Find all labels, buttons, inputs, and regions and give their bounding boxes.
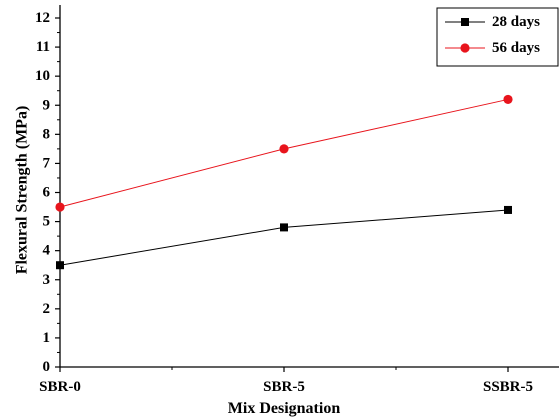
legend-marker-28-days	[461, 18, 469, 26]
data-point-28-days-ssbr-5	[504, 205, 512, 214]
legend-label-56-days: 56 days	[492, 40, 540, 56]
y-tick-label: 10	[35, 68, 50, 84]
x-tick-label-sbr-0: SBR-0	[39, 379, 81, 395]
y-tick-label: 4	[43, 243, 51, 259]
legend-marker-56-days	[460, 43, 470, 53]
x-tick-label-sbr-5: SBR-5	[263, 379, 305, 395]
y-tick-label: 3	[43, 272, 51, 288]
data-point-28-days-sbr-0	[56, 261, 64, 270]
axes	[59, 5, 559, 368]
y-tick-label: 7	[43, 155, 51, 171]
y-tick-label: 1	[43, 330, 51, 346]
legend-box	[436, 7, 559, 67]
y-tick-label: 6	[43, 185, 51, 201]
series-line-28-days	[59, 209, 509, 266]
legend-label-28-days: 28 days	[492, 14, 540, 30]
y-tick-label: 9	[43, 97, 51, 113]
x-axis-title: Mix Designation	[228, 400, 341, 417]
y-tick-label: 2	[43, 301, 51, 317]
y-tick-label: 5	[43, 214, 51, 230]
legend: 28 days 56 days	[436, 7, 559, 67]
y-tick-label: 0	[43, 359, 51, 375]
x-tick-label-ssbr-5: SSBR-5	[483, 379, 533, 395]
series-lines	[59, 98, 509, 266]
data-point-56-days-sbr-0	[55, 202, 65, 212]
series-markers	[55, 94, 513, 270]
y-axis-title: Flexural Strength (MPa)	[14, 106, 31, 275]
y-tick-label: 8	[43, 126, 51, 142]
y-tick-label: 11	[36, 39, 50, 55]
y-tick-label: 12	[35, 10, 50, 26]
data-point-56-days-sbr-5	[279, 144, 289, 154]
data-point-28-days-sbr-5	[280, 223, 288, 232]
axis-ticks	[55, 17, 509, 372]
data-point-56-days-ssbr-5	[503, 94, 513, 105]
